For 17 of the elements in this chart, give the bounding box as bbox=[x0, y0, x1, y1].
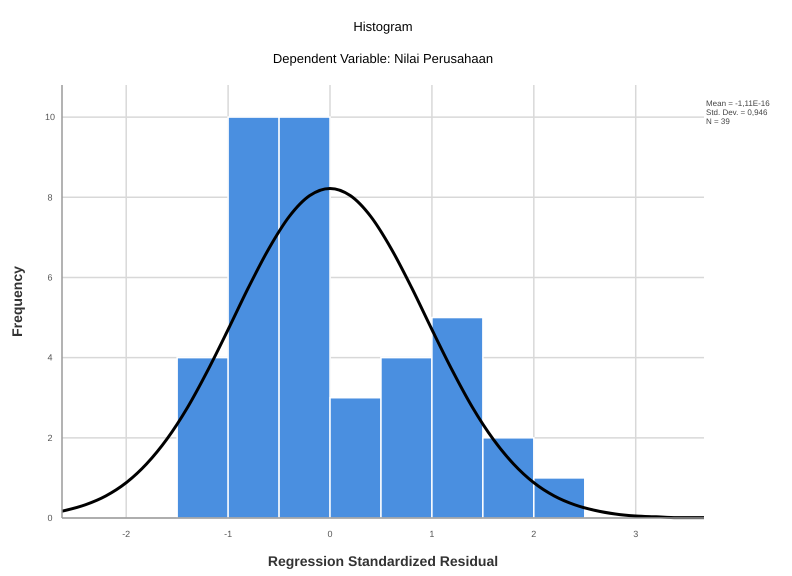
x-tick-label: -2 bbox=[122, 529, 130, 539]
text: Mean = -1,11E-16 Std. Dev. = 0,946 N = 39 bbox=[706, 99, 770, 126]
y-tick-label: 8 bbox=[47, 192, 53, 202]
y-tick-label: 4 bbox=[47, 352, 53, 363]
chart-subtitle: Dependent Variable: Nilai Perusahaan bbox=[272, 51, 494, 66]
x-tick-label: 1 bbox=[429, 529, 434, 539]
x-tick-label: 3 bbox=[633, 529, 638, 539]
y-tick-label: 6 bbox=[47, 272, 53, 282]
y-tick-label: 2 bbox=[47, 432, 53, 443]
y-axis-title: Frequency bbox=[9, 266, 25, 337]
y-tick-label: 0 bbox=[47, 513, 53, 523]
y-tick-label: 10 bbox=[44, 112, 56, 122]
x-tick-label: -1 bbox=[224, 529, 232, 539]
x-tick-label: 2 bbox=[531, 529, 536, 539]
x-axis-title: Regression Standardized Residual bbox=[268, 553, 498, 569]
x-tick-label: 0 bbox=[328, 529, 333, 539]
chart-title: Histogram bbox=[353, 19, 413, 34]
